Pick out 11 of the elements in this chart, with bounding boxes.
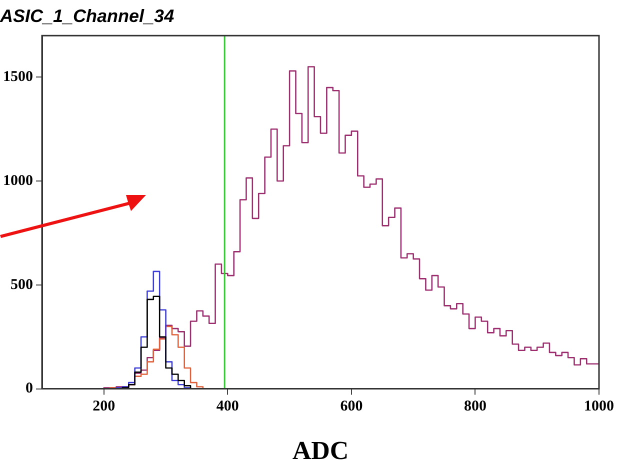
y-tick-label: 0 [26, 380, 33, 397]
x-tick-label: 600 [340, 398, 363, 415]
x-tick-label: 400 [216, 398, 239, 415]
x-tick-label: 200 [92, 398, 116, 415]
y-tick-label: 1500 [3, 69, 33, 86]
x-tick-label: 800 [464, 398, 486, 415]
y-tick-label: 500 [10, 276, 33, 293]
x-tick-label: 1000 [584, 398, 614, 415]
y-tick-label: 1000 [3, 172, 33, 189]
x-axis-title: ADC [292, 436, 349, 466]
chart-title: ASIC_1_Channel_34 [0, 6, 174, 26]
